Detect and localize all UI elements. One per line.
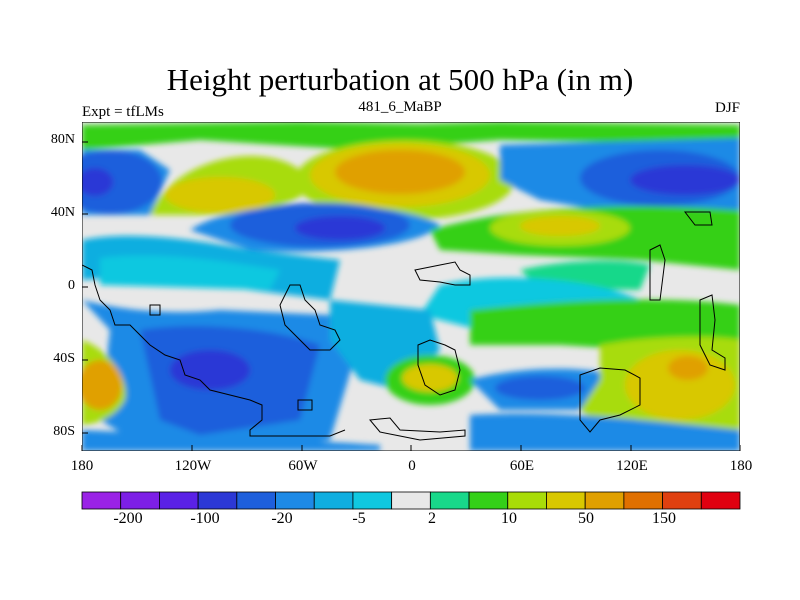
colorbar-swatch: [197, 491, 238, 510]
lat-tick-label: 80S: [53, 424, 75, 439]
season-label: DJF: [714, 100, 740, 116]
colorbar-swatch: [352, 491, 393, 510]
colorbar-label: -200: [113, 510, 143, 527]
colorbar-swatch: [546, 491, 586, 510]
colorbar-label: 150: [652, 510, 676, 527]
lon-tick-label: 120W: [174, 458, 212, 474]
lon-tick-label: 120E: [616, 458, 648, 474]
colorbar-label: 10: [501, 510, 517, 527]
coastlines: [82, 211, 726, 441]
colorbar-swatch: [236, 491, 276, 510]
colorbar-swatch: [313, 491, 354, 510]
colorbar-swatch: [507, 491, 547, 510]
colorbar-label: 50: [578, 510, 594, 527]
colorbar-label: 2: [428, 510, 436, 527]
plot-title: Height perturbation at 500 hPa (in m): [166, 62, 634, 97]
colorbar-swatch: [275, 491, 315, 510]
axis-ticks: [81, 141, 741, 451]
lat-tick-label: 40S: [53, 351, 75, 366]
lon-tick-label: 60W: [288, 458, 318, 474]
colorbar-swatch: [81, 491, 122, 510]
colorbar-swatch: [429, 491, 470, 510]
colorbar-label: -100: [190, 510, 220, 527]
experiment-label: Expt = tfLMs: [82, 104, 164, 120]
height-field: [82, 122, 740, 451]
colorbar: [81, 491, 741, 510]
case-label: 481_6_MaBP: [358, 99, 442, 115]
lat-tick-label: 0: [68, 278, 75, 293]
lat-tick-label: 40N: [50, 205, 75, 220]
colorbar-swatch: [120, 491, 160, 510]
colorbar-swatch: [391, 491, 431, 510]
colorbar-label: -20: [271, 510, 293, 527]
colorbar-swatch: [662, 491, 702, 510]
lon-tick-label: 180: [70, 458, 94, 474]
colorbar-swatch: [584, 491, 625, 510]
lon-tick-label: 0: [408, 458, 416, 474]
colorbar-swatch: [623, 491, 663, 510]
colorbar-label: -5: [352, 510, 366, 527]
lat-tick-label: 80N: [50, 132, 75, 147]
lon-tick-label: 60E: [509, 458, 535, 474]
colorbar-swatch: [700, 491, 741, 510]
colorbar-swatch: [159, 491, 199, 510]
colorbar-swatch: [468, 491, 509, 510]
lon-tick-label: 180: [729, 458, 753, 474]
